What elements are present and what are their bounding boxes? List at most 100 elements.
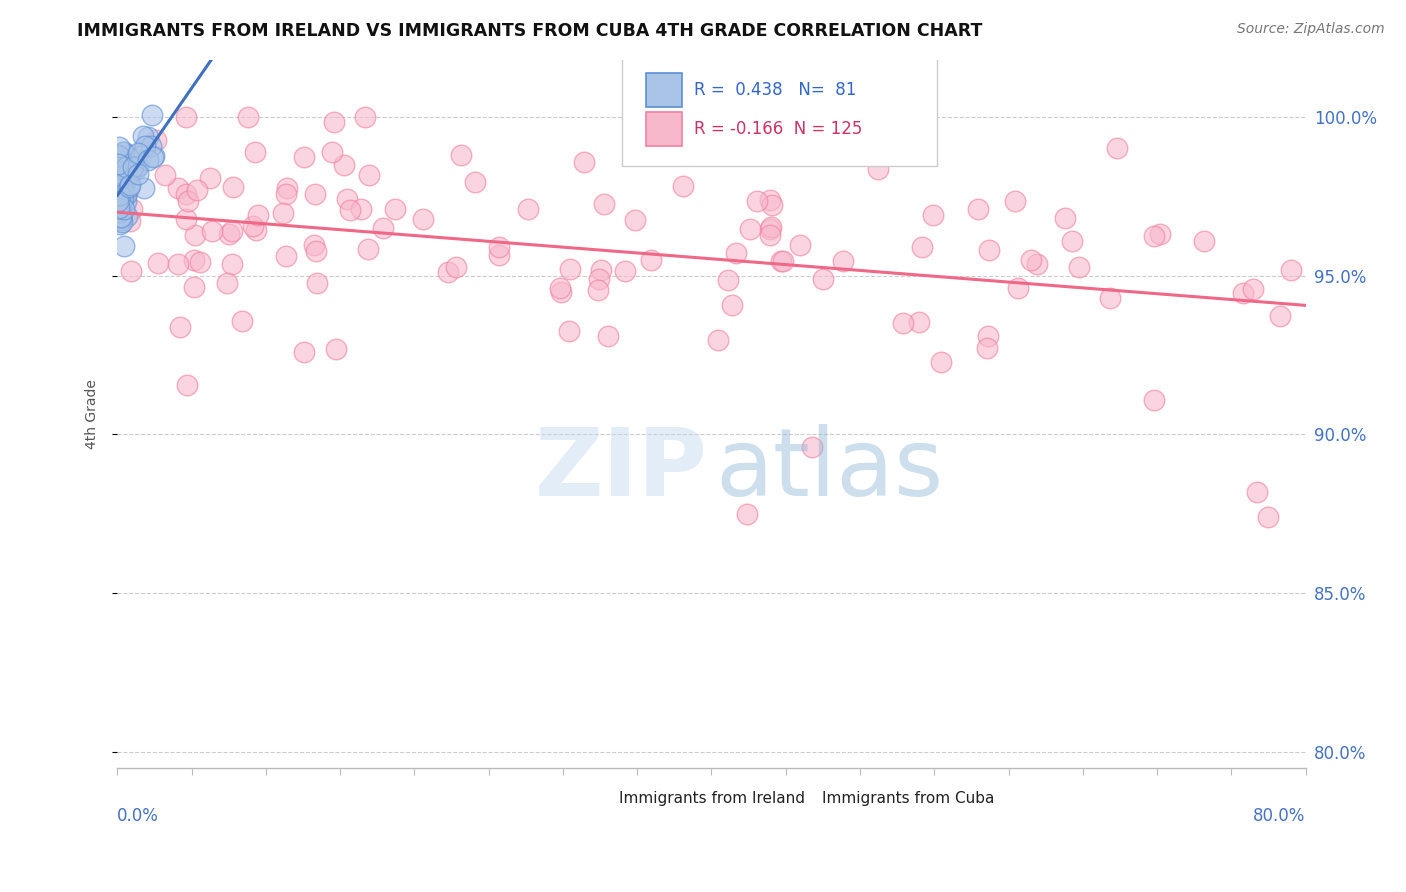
Text: IMMIGRANTS FROM IRELAND VS IMMIGRANTS FROM CUBA 4TH GRADE CORRELATION CHART: IMMIGRANTS FROM IRELAND VS IMMIGRANTS FR…: [77, 22, 983, 40]
Point: [221, 257, 243, 271]
Point: [111, 172, 134, 186]
Point: [221, 180, 243, 194]
Point: [356, 242, 378, 256]
Point: [174, 187, 197, 202]
Y-axis label: 4th Grade: 4th Grade: [86, 379, 100, 449]
Point: [354, 110, 377, 124]
Point: [108, 201, 131, 215]
Point: [305, 276, 328, 290]
Point: [114, 178, 136, 192]
Text: R =  0.438   N=  81: R = 0.438 N= 81: [693, 81, 856, 99]
Point: [174, 110, 197, 124]
Point: [672, 178, 695, 193]
Point: [114, 188, 136, 202]
Point: [118, 167, 141, 181]
Text: Immigrants from Ireland: Immigrants from Ireland: [619, 790, 804, 805]
Point: [127, 167, 149, 181]
Point: [198, 171, 221, 186]
Point: [245, 223, 267, 237]
Point: [247, 208, 270, 222]
Point: [107, 176, 129, 190]
Point: [801, 440, 824, 454]
Point: [976, 341, 998, 355]
Point: [548, 281, 571, 295]
Point: [1004, 194, 1026, 209]
Point: [464, 175, 486, 189]
Point: [558, 324, 581, 338]
Point: [110, 186, 132, 201]
Point: [832, 253, 855, 268]
Point: [813, 272, 835, 286]
Point: [1279, 263, 1302, 277]
Point: [107, 197, 129, 211]
Point: [1268, 309, 1291, 323]
Point: [1246, 484, 1268, 499]
Point: [110, 210, 132, 224]
Point: [112, 202, 135, 217]
Point: [111, 189, 134, 203]
Point: [1149, 227, 1171, 241]
Point: [110, 200, 132, 214]
Point: [108, 197, 131, 211]
Point: [591, 263, 613, 277]
Point: [134, 180, 156, 194]
Point: [976, 328, 998, 343]
Bar: [789, 786, 815, 810]
Point: [412, 212, 434, 227]
Point: [218, 227, 240, 241]
Text: R = -0.166  N = 125: R = -0.166 N = 125: [693, 120, 862, 138]
Point: [1241, 282, 1264, 296]
Point: [273, 206, 295, 220]
Point: [724, 245, 747, 260]
Text: 0.0%: 0.0%: [117, 806, 159, 824]
Point: [121, 202, 143, 217]
Point: [305, 244, 328, 258]
Point: [169, 319, 191, 334]
Point: [574, 155, 596, 169]
Point: [107, 191, 129, 205]
Point: [136, 129, 159, 144]
Point: [444, 260, 467, 274]
Point: [112, 183, 135, 197]
Point: [112, 239, 135, 253]
Point: [745, 194, 768, 208]
Point: [770, 254, 793, 268]
Point: [107, 185, 129, 199]
Point: [183, 252, 205, 267]
Point: [110, 178, 132, 193]
Point: [139, 139, 162, 153]
Point: [292, 344, 315, 359]
Bar: [647, 73, 682, 107]
Point: [758, 227, 780, 242]
Point: [166, 180, 188, 194]
Point: [183, 280, 205, 294]
Point: [107, 194, 129, 209]
Point: [336, 192, 359, 206]
Point: [772, 253, 794, 268]
Point: [118, 148, 141, 162]
Point: [707, 333, 730, 347]
Point: [276, 181, 298, 195]
Point: [108, 211, 131, 225]
Point: [107, 166, 129, 180]
Point: [174, 212, 197, 227]
Point: [517, 202, 540, 216]
FancyBboxPatch shape: [623, 56, 938, 166]
Point: [350, 202, 373, 216]
Point: [1007, 281, 1029, 295]
Point: [359, 168, 381, 182]
Point: [110, 217, 132, 231]
Point: [1143, 229, 1166, 244]
Point: [866, 162, 889, 177]
Point: [908, 315, 931, 329]
Point: [108, 169, 131, 184]
Point: [107, 191, 129, 205]
Text: Source: ZipAtlas.com: Source: ZipAtlas.com: [1237, 22, 1385, 37]
Point: [759, 221, 782, 235]
Point: [911, 240, 934, 254]
Point: [640, 253, 662, 268]
Point: [737, 507, 759, 521]
Text: Immigrants from Cuba: Immigrants from Cuba: [823, 790, 994, 805]
Point: [1257, 510, 1279, 524]
Point: [436, 265, 458, 279]
